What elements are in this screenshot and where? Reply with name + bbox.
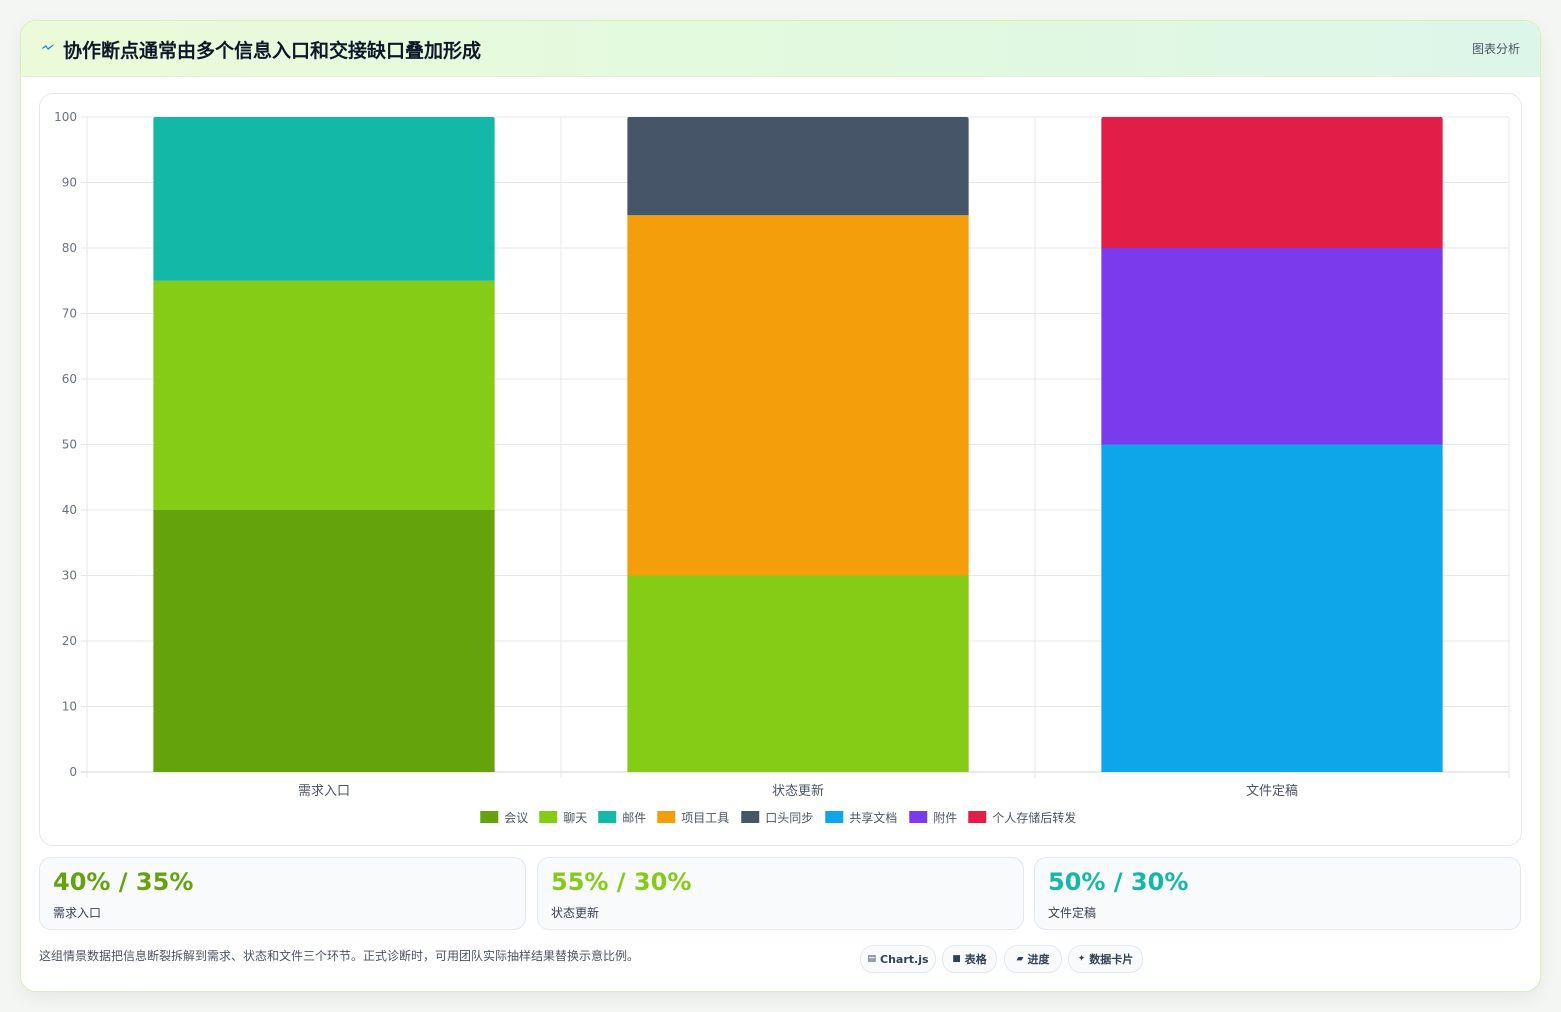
chip-table[interactable]: ■ 表格 <box>942 945 997 973</box>
legend-swatch <box>480 811 499 823</box>
legend-label: 附件 <box>933 811 957 825</box>
chip-label: 表格 <box>964 953 987 966</box>
bar-segment <box>627 117 969 216</box>
legend-swatch <box>598 811 617 823</box>
chart-card: 协作断点通常由多个信息入口和交接缺口叠加形成 图表分析 0 10 20 30 40 50 6… <box>20 20 1541 992</box>
chip-data-card[interactable]: ✦ 数据卡片 <box>1068 945 1143 973</box>
legend-swatch <box>657 811 676 823</box>
stat-label: 需求入口 <box>53 906 102 920</box>
bar-segment <box>1101 117 1443 248</box>
bar-segment <box>627 215 969 576</box>
legend-swatch <box>741 811 760 823</box>
table-icon: ■ <box>952 954 961 964</box>
legend-label: 个人存储后转发 <box>992 810 1076 825</box>
card-header: 协作断点通常由多个信息入口和交接缺口叠加形成 图表分析 <box>21 21 1540 77</box>
bar-segment <box>627 575 969 772</box>
y-tick-label: 90 <box>62 176 77 190</box>
chip-label: Chart.js <box>880 952 929 966</box>
legend-swatch <box>909 811 928 823</box>
y-tick-label: 100 <box>54 110 77 124</box>
stat-value: 40% / 35% <box>53 868 194 896</box>
y-tick-label: 10 <box>62 700 77 714</box>
progress-icon: ▰ <box>1016 954 1024 964</box>
chip-progress[interactable]: ▰ 进度 <box>1004 945 1062 973</box>
bar-segment <box>1101 248 1443 445</box>
legend-label: 会议 <box>504 811 528 825</box>
stat-card-status: 55% / 30% 状态更新 <box>537 857 1024 930</box>
chart-panel: 0 10 20 30 40 50 60 70 80 90 100 需求入口 状态更新 文件定稿会议 聊天 邮件… <box>39 93 1522 846</box>
y-tick-label: 80 <box>62 241 77 255</box>
chart-analysis-label: 图表分析 <box>1471 42 1520 56</box>
stat-card-demand: 40% / 35% 需求入口 <box>39 857 526 930</box>
y-tick-label: 30 <box>62 569 77 583</box>
legend-swatch <box>825 811 844 823</box>
stat-value: 55% / 30% <box>551 868 692 896</box>
bar-segment <box>153 510 495 772</box>
sparkle-icon: ✦ <box>1077 954 1086 964</box>
chip-chartjs[interactable]: ▤ Chart.js <box>860 945 936 973</box>
y-tick-label: 70 <box>62 307 77 321</box>
stat-card-file: 50% / 30% 文件定稿 <box>1034 857 1521 930</box>
lightning-icon <box>42 44 54 50</box>
y-tick-label: 40 <box>62 503 77 517</box>
stat-label: 文件定稿 <box>1048 906 1097 920</box>
chip-label: 进度 <box>1027 953 1050 966</box>
legend-label: 聊天 <box>563 811 587 825</box>
bar-segment <box>153 117 495 281</box>
chart-title: 协作断点通常由多个信息入口和交接缺口叠加形成 <box>63 40 482 62</box>
legend-swatch <box>968 811 987 823</box>
y-tick-label: 20 <box>62 634 77 648</box>
legend-label: 邮件 <box>622 811 646 825</box>
chip-label: 数据卡片 <box>1089 953 1134 966</box>
stat-value: 50% / 30% <box>1048 868 1189 896</box>
stat-label: 状态更新 <box>551 906 600 920</box>
footer-note: 这组情景数据把信息断裂拆解到需求、状态和文件三个环节。正式诊断时，可用团队实际抽… <box>39 949 640 963</box>
x-tick-label: 状态更新 <box>772 783 824 799</box>
legend-label: 口头同步 <box>765 811 813 825</box>
legend-label: 共享文档 <box>849 810 897 825</box>
x-tick-label: 需求入口 <box>298 784 350 799</box>
bar-segment <box>153 280 495 510</box>
y-tick-label: 50 <box>62 438 77 452</box>
x-tick-label: 文件定稿 <box>1246 783 1298 799</box>
y-tick-label: 0 <box>69 765 77 779</box>
legend-swatch <box>539 811 558 823</box>
y-tick-label: 60 <box>62 372 77 386</box>
bar-segment <box>1101 444 1443 772</box>
chart-icon: ▤ <box>867 954 876 964</box>
legend-label: 项目工具 <box>681 811 729 825</box>
